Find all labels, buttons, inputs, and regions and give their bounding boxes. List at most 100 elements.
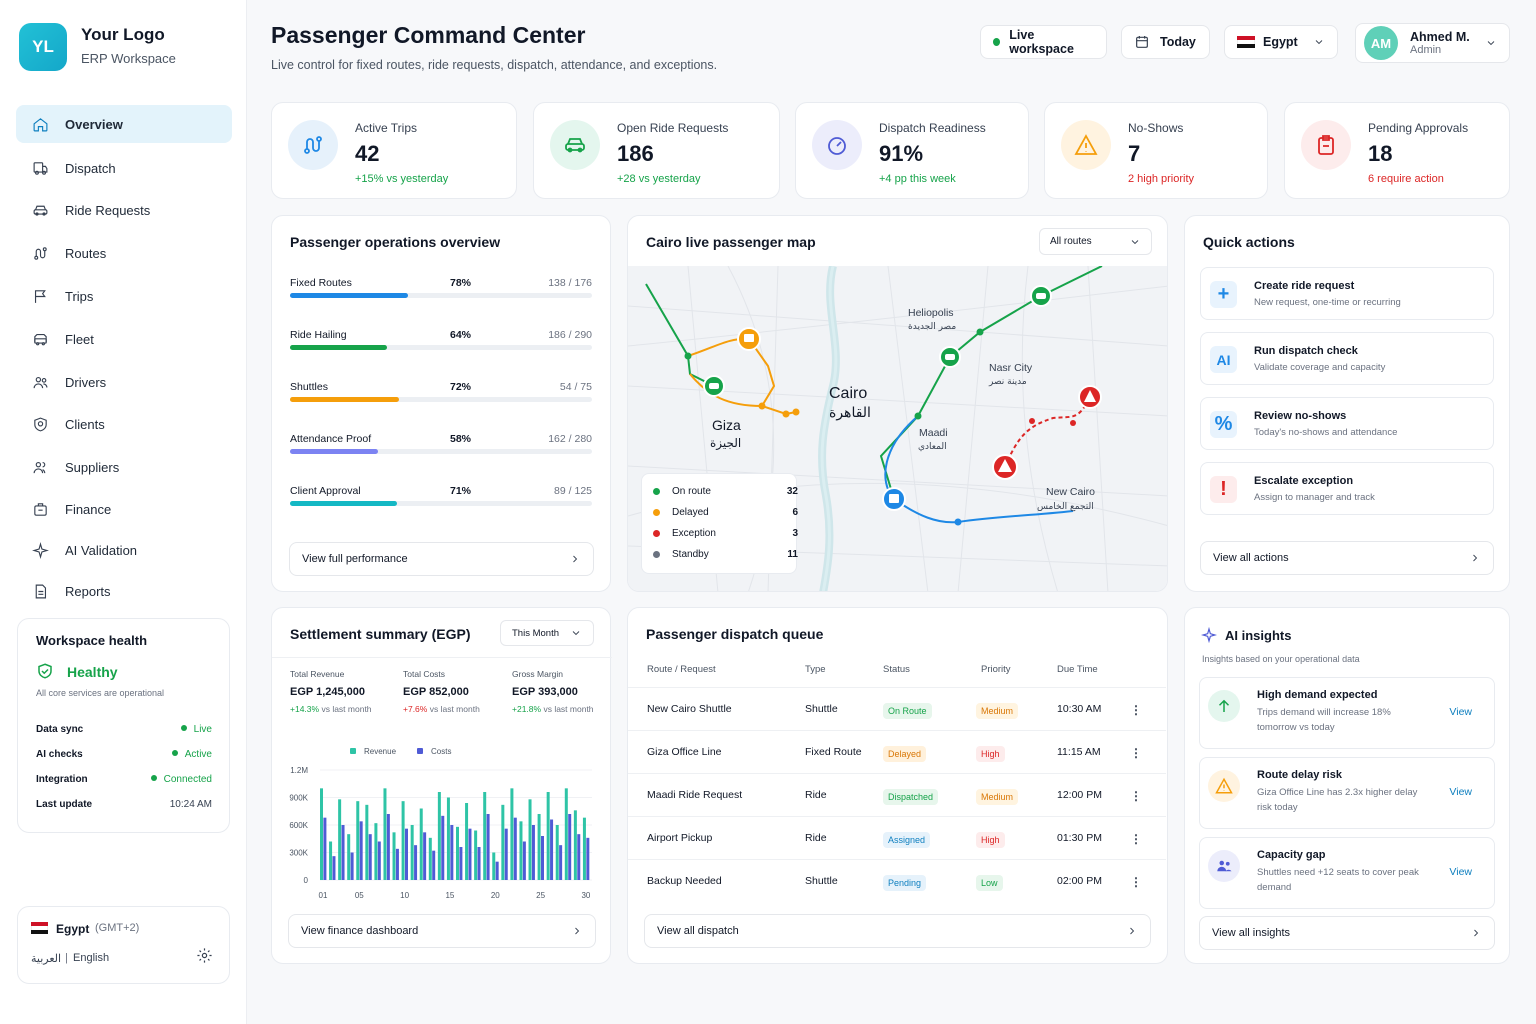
quick-action-icon: ! <box>1210 476 1237 503</box>
health-row-last-update: Last update 10:24 AM <box>36 799 212 810</box>
legend-label: On route <box>672 486 711 497</box>
country-select[interactable]: Egypt <box>1224 25 1338 59</box>
date-picker-button[interactable]: Today <box>1121 25 1210 59</box>
revenue-bar <box>356 801 360 880</box>
priority-badge: High <box>976 746 1005 762</box>
live-workspace-button[interactable]: Live workspace <box>980 25 1107 59</box>
y-tick-label: 300K <box>289 849 308 858</box>
insight-view-link[interactable]: View <box>1449 706 1472 718</box>
insight-capacity-gap[interactable]: Capacity gap Shuttles need +12 seats to … <box>1199 837 1495 909</box>
table-row[interactable]: New Cairo Shuttle Shuttle On Route Medium 10… <box>628 687 1166 730</box>
view-all-dispatch-button[interactable]: View all dispatch <box>644 914 1151 948</box>
table-row[interactable]: Backup Needed Shuttle Pending Low 02:00 PM ⋮ <box>628 859 1166 902</box>
car-marker-icon[interactable] <box>703 375 725 397</box>
chevron-right-icon <box>1130 927 1135 935</box>
kpi-no-shows[interactable]: No-Shows 7 2 high priority <box>1044 102 1268 199</box>
more-options-icon[interactable]: ⋮ <box>1130 746 1142 760</box>
health-row-value: Connected <box>150 774 212 785</box>
row-count: 89 / 125 <box>554 485 592 497</box>
bus-marker-icon[interactable] <box>737 327 761 351</box>
nav-item-reports[interactable]: Reports <box>16 572 232 610</box>
nav-item-trips[interactable]: Trips <box>16 277 232 315</box>
quick-action-item[interactable]: + Create ride request New request, one-tim… <box>1200 267 1494 320</box>
nav-item-overview[interactable]: Overview <box>16 105 232 143</box>
view-all-insights-button[interactable]: View all insights <box>1199 916 1495 950</box>
language-arabic[interactable]: العربية <box>31 953 62 965</box>
locale-card: Egypt (GMT+2) العربية | English <box>17 906 230 984</box>
nav-item-clients[interactable]: Clients <box>16 405 232 443</box>
cost-bar <box>468 828 472 880</box>
nav-label: Reports <box>65 583 111 599</box>
type-cell: Shuttle <box>805 875 838 887</box>
alert-marker-icon[interactable] <box>1078 385 1102 409</box>
kpi-active-trips[interactable]: Active Trips 42 +15% vs yesterday <box>271 102 517 199</box>
type-cell: Fixed Route <box>805 746 862 758</box>
bus-marker-icon[interactable] <box>882 487 906 511</box>
insight-high-demand[interactable]: High demand expected Trips demand will i… <box>1199 677 1495 749</box>
insight-view-link[interactable]: View <box>1449 866 1472 878</box>
nav-item-ai-validation[interactable]: AI Validation <box>16 531 232 569</box>
view-finance-dashboard-button[interactable]: View finance dashboard <box>288 914 596 948</box>
insight-view-link[interactable]: View <box>1449 786 1472 798</box>
table-row[interactable]: Airport Pickup Ride Assigned High 01:30 PM ⋮ <box>628 816 1166 859</box>
revenue-bar <box>510 788 514 880</box>
quick-action-subtitle: Today's no-shows and attendance <box>1254 427 1398 438</box>
nav-item-ride-requests[interactable]: Ride Requests <box>16 191 232 229</box>
operations-overview-card: Passenger operations overview Fixed Rout… <box>271 215 611 592</box>
gear-icon[interactable] <box>196 947 213 964</box>
x-tick-label: 05 <box>355 891 364 900</box>
legend-dot-icon <box>653 509 660 516</box>
people-icon <box>33 461 46 473</box>
language-english[interactable]: English <box>73 952 110 964</box>
ai-insights-card: AI insights Insights based on your opera… <box>1184 607 1510 964</box>
quick-action-item[interactable]: AI Run dispatch check Validate coverage an… <box>1200 332 1494 385</box>
more-options-icon[interactable]: ⋮ <box>1130 789 1142 803</box>
nav-item-routes[interactable]: Routes <box>16 234 232 272</box>
car-marker-icon[interactable] <box>939 346 961 368</box>
status-badge: Assigned <box>883 832 931 848</box>
route-filter-select[interactable]: All routes <box>1039 228 1152 255</box>
performance-row: Client Approval 71% 89 / 125 <box>290 485 592 509</box>
quick-action-item[interactable]: ! Escalate exception Assign to manager and… <box>1200 462 1494 515</box>
kpi-open-ride-requests[interactable]: Open Ride Requests 186 +28 vs yesterday <box>533 102 780 199</box>
cost-bar <box>495 861 499 880</box>
nav-item-finance[interactable]: Finance <box>16 490 232 528</box>
table-row[interactable]: Giza Office Line Fixed Route Delayed High 11… <box>628 730 1166 773</box>
nav-item-drivers[interactable]: Drivers <box>16 363 232 401</box>
map-label-giza: Giza <box>712 417 741 433</box>
nav-item-fleet[interactable]: Fleet <box>16 320 232 358</box>
more-options-icon[interactable]: ⋮ <box>1130 832 1142 846</box>
nav-item-suppliers[interactable]: Suppliers <box>16 448 232 486</box>
quick-action-title: Review no-shows <box>1254 410 1347 422</box>
locale-country: Egypt <box>56 922 90 936</box>
view-full-performance-button[interactable]: View full performance <box>289 542 594 576</box>
more-options-icon[interactable]: ⋮ <box>1130 703 1142 717</box>
user-menu[interactable]: AM Ahmed M. Admin <box>1355 23 1510 63</box>
view-all-actions-button[interactable]: View all actions <box>1200 541 1494 575</box>
legend-swatch <box>350 748 356 754</box>
y-tick-label: 1.2M <box>290 766 308 775</box>
map-label-new-cairo-ar: التجمع الخامس <box>1037 502 1094 512</box>
insight-route-delay[interactable]: Route delay risk Giza Office Line has 2.… <box>1199 757 1495 829</box>
performance-row: Fixed Routes 78% 138 / 176 <box>290 277 592 301</box>
legend-label: Delayed <box>672 507 709 518</box>
kpi-dispatch-readiness[interactable]: Dispatch Readiness 91% +4 pp this week <box>795 102 1029 199</box>
chevron-down-icon <box>1487 41 1495 46</box>
health-row-label: AI checks <box>36 749 83 760</box>
card-title: Passenger dispatch queue <box>646 626 824 642</box>
table-row[interactable]: Maadi Ride Request Ride Dispatched Medium 12… <box>628 773 1166 816</box>
route-cell: Airport Pickup <box>647 832 713 844</box>
quick-action-item[interactable]: % Review no-shows Today's no-shows and att… <box>1200 397 1494 450</box>
alert-marker-icon[interactable] <box>992 454 1018 480</box>
car-marker-icon[interactable] <box>1030 285 1052 307</box>
nav-item-dispatch[interactable]: Dispatch <box>16 149 232 187</box>
kpi-pending-approvals[interactable]: Pending Approvals 18 6 require action <box>1284 102 1510 199</box>
cost-bar <box>477 847 481 880</box>
more-options-icon[interactable]: ⋮ <box>1130 875 1142 889</box>
cost-bar <box>441 815 445 880</box>
period-select[interactable]: This Month <box>500 620 594 646</box>
column-header: Route / Request <box>647 664 716 675</box>
map-card: Cairo live passenger map All routes <box>627 215 1168 592</box>
chevron-down-icon <box>572 631 580 636</box>
type-cell: Ride <box>805 832 827 844</box>
